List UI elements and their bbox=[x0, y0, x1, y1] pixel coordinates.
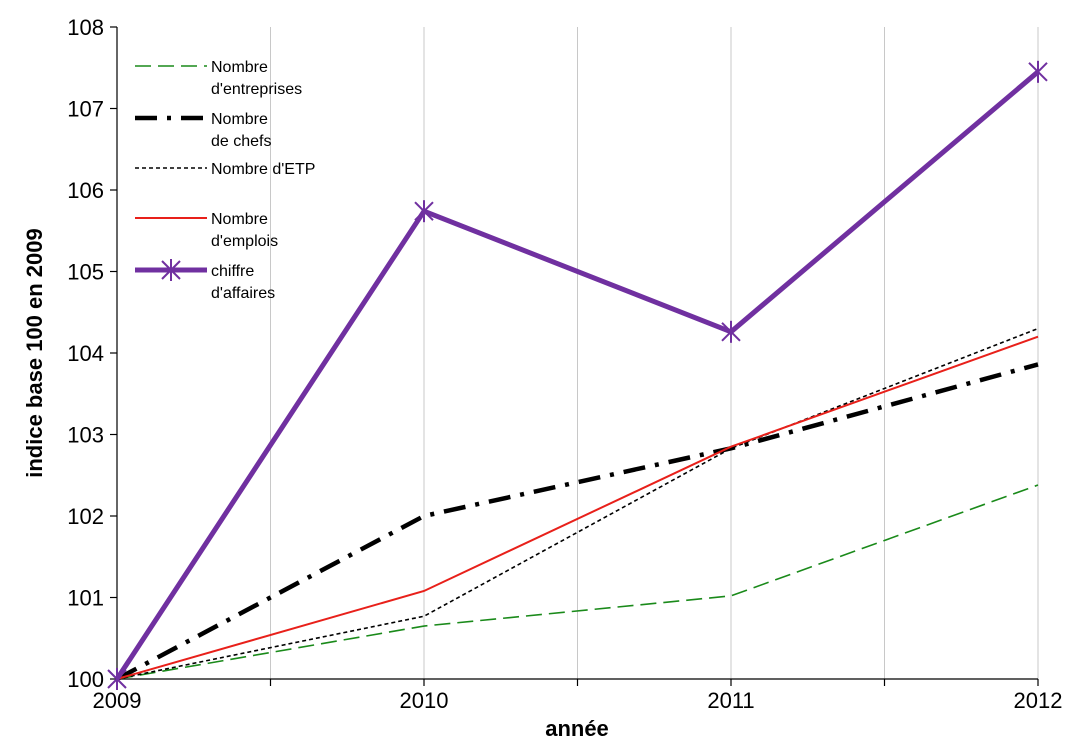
axes bbox=[110, 26, 1039, 686]
legend-item-4: Nombre d'emplois bbox=[135, 211, 278, 250]
x-tick-label: 2010 bbox=[400, 688, 449, 713]
legend-label: Nombre bbox=[211, 211, 268, 228]
legend-item-2: Nombre de chefs bbox=[135, 111, 271, 150]
legend-label: de chefs bbox=[211, 133, 271, 150]
y-tick-label: 108 bbox=[67, 15, 104, 40]
series-line-1 bbox=[116, 484, 1039, 680]
data-point bbox=[107, 668, 127, 690]
series-line-2 bbox=[115, 362, 1039, 681]
series-line-4 bbox=[116, 335, 1039, 680]
y-axis-title: indice base 100 en 2009 bbox=[22, 228, 47, 478]
y-tick-label: 103 bbox=[67, 423, 104, 448]
legend-label: chiffre bbox=[211, 263, 254, 280]
y-tick-label: 102 bbox=[67, 504, 104, 529]
y-tick-labels: 100 101 102 103 104 105 106 107 108 bbox=[67, 15, 104, 692]
legend-label: d'affaires bbox=[211, 285, 275, 302]
data-point bbox=[721, 320, 741, 343]
series-lines bbox=[107, 60, 1048, 690]
data-point bbox=[1028, 60, 1048, 83]
y-tick-label: 106 bbox=[67, 178, 104, 203]
y-tick-label: 104 bbox=[67, 341, 104, 366]
y-tick-label: 101 bbox=[67, 586, 104, 611]
x-tick-labels: 2009 2010 2011 2012 bbox=[93, 688, 1063, 713]
legend-label: d'emplois bbox=[211, 233, 278, 250]
series-line-3 bbox=[116, 327, 1039, 680]
legend-label: Nombre d'ETP bbox=[211, 161, 315, 178]
y-tick-label: 105 bbox=[67, 260, 104, 285]
x-axis-title: année bbox=[545, 716, 609, 740]
y-tick-label: 100 bbox=[67, 667, 104, 692]
legend-label: Nombre bbox=[211, 111, 268, 128]
vertical-gridlines bbox=[270, 27, 1039, 679]
legend-item-3: Nombre d'ETP bbox=[135, 161, 315, 178]
data-point bbox=[414, 200, 434, 223]
legend-label: d'entreprises bbox=[211, 81, 302, 98]
legend-item-1: Nombre d'entreprises bbox=[135, 59, 302, 98]
legend-label: Nombre bbox=[211, 59, 268, 76]
y-tick-label: 107 bbox=[67, 97, 104, 122]
series-line-5 bbox=[114, 69, 1040, 681]
legend-item-5: chiffre d'affaires bbox=[135, 259, 275, 302]
legend-marker bbox=[161, 259, 181, 281]
x-tick-label: 2012 bbox=[1014, 688, 1063, 713]
x-tick-label: 2011 bbox=[707, 688, 754, 713]
x-tick-label: 2009 bbox=[93, 688, 142, 713]
